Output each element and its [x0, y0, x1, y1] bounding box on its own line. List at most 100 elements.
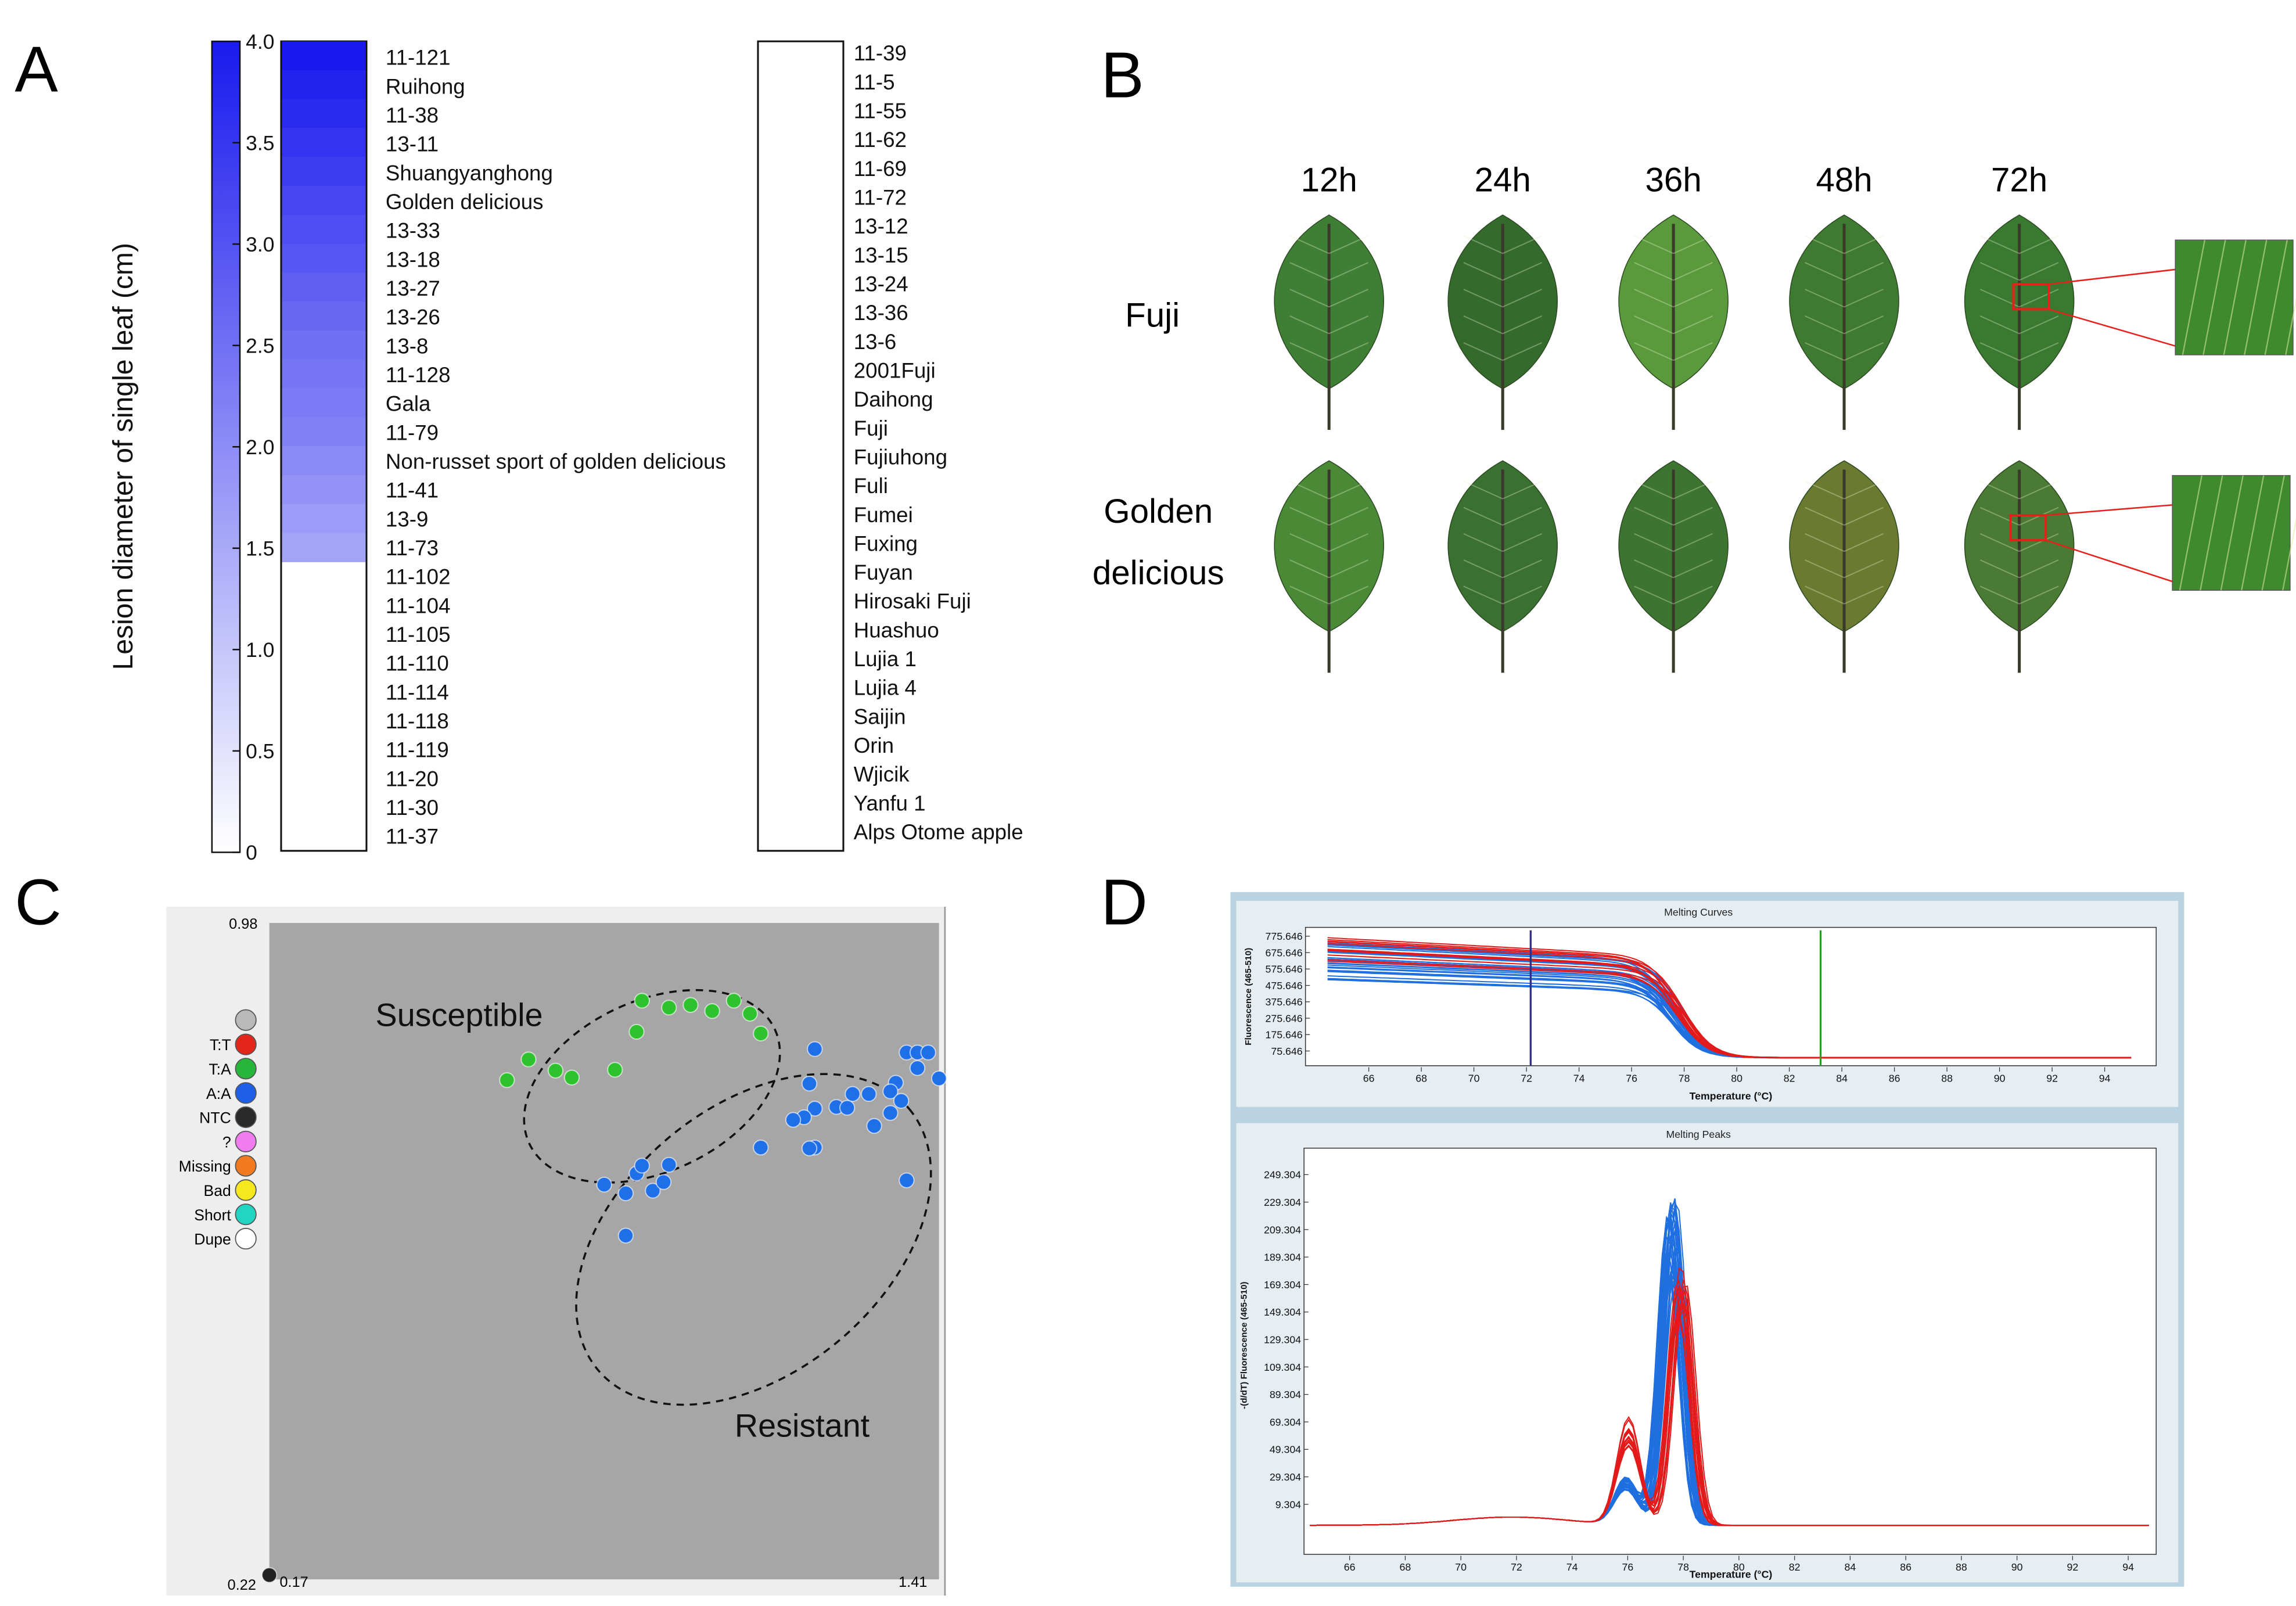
sample-label: 11-121 [386, 46, 451, 70]
zoom-connector [2049, 268, 2176, 285]
time-label: 24h [1475, 161, 1531, 199]
x-tick-label: 84 [1836, 1073, 1848, 1084]
leaf-vein [1289, 235, 1330, 254]
melting-peaks-x-ticks: 66 68 70 72 74 76 78 80 82 84 86 88 90 92 94 [1344, 1555, 2134, 1573]
sample-label: 13-26 [386, 306, 440, 329]
sample-labels-1: 11-121 Ruihong 11-38 13-11 Shuangyanghong Gol… [386, 46, 726, 849]
leaf-vein [1673, 480, 1713, 500]
leaf-vein [1673, 559, 1713, 579]
scatter-point [655, 1174, 672, 1190]
legend-swatch [235, 1227, 257, 1250]
genotype-legend: T:T T:A A:A NTC? Missing Bad Short Dupe [179, 1009, 257, 1250]
leaf-vein [1328, 289, 1368, 308]
x-tick-label: 84 [1845, 1561, 1856, 1573]
y-tick-label: 575.646 [1266, 964, 1303, 975]
scatter-point [617, 1185, 634, 1202]
zoom-connector [2045, 539, 2173, 583]
heatmap-cells-1 [282, 41, 366, 562]
leaf-vein [1844, 506, 1884, 526]
zoom-vein [2244, 240, 2268, 355]
melting-peaks-series [1310, 1198, 2149, 1526]
leaf-vein [1502, 315, 1543, 335]
leaf-vein [1502, 262, 1543, 281]
sample-label: 11-119 [386, 738, 449, 762]
leaf-vein [1289, 559, 1330, 579]
scatter-plot-area [269, 923, 939, 1580]
susceptible-label: Susceptible [376, 997, 543, 1033]
zoom-vein [2261, 475, 2285, 591]
leaf-vein [1328, 480, 1368, 500]
sample-label: Lujia 4 [854, 676, 917, 700]
heatmap-cell [282, 157, 366, 186]
leaf-vein [1463, 289, 1503, 308]
x-tick-label: 92 [2046, 1073, 2058, 1084]
sample-label: 11-30 [386, 796, 439, 820]
cultivar-label-golden: Golden [1104, 493, 1213, 530]
legend-label: Dupe [194, 1231, 231, 1248]
leaf-vein [1289, 585, 1330, 605]
leaf-vein [1289, 506, 1330, 526]
leaf [1274, 214, 1384, 430]
x-tick-label: 86 [1889, 1073, 1900, 1084]
sample-label: Non-russet sport of golden delicious [386, 450, 726, 473]
x-tick-label: 72 [1511, 1561, 1522, 1573]
sample-label: 13-33 [386, 219, 440, 243]
leaf-vein [1805, 315, 1845, 335]
leaf-vein [1634, 315, 1674, 335]
scale-tick-label: 0.5 [246, 740, 274, 763]
y-tick-label: 69.304 [1270, 1416, 1301, 1428]
x-tick-label: 80 [1731, 1073, 1742, 1084]
x-tick-label: 68 [1415, 1073, 1427, 1084]
melting-peaks-xlabel: Temperature (°C) [1690, 1569, 1773, 1580]
resistant-label: Resistant [735, 1407, 870, 1443]
zoom-vein [2282, 518, 2296, 591]
sample-label: Alps Otome apple [854, 820, 1023, 844]
scale-tick-label: 4.0 [246, 30, 274, 53]
sample-label: Fuli [854, 474, 888, 498]
sample-label: 13-24 [854, 272, 908, 296]
leaf-vein [1979, 342, 2020, 361]
leaf-vein [1844, 342, 1884, 361]
legend-swatch [235, 1058, 257, 1080]
cultivar-label-fuji: Fuji [1125, 297, 1180, 335]
melting-peak-red [1310, 1301, 2149, 1526]
y-tick-label: 775.646 [1266, 930, 1303, 942]
leaf-vein [1328, 506, 1368, 526]
x-tick-label: 78 [1679, 1073, 1690, 1084]
scatter-point [704, 1003, 720, 1019]
sample-label: Ruihong [386, 74, 465, 98]
leaf-vein [1289, 289, 1330, 308]
zoom-connector [2048, 308, 2176, 347]
leaf-vein [1673, 235, 1713, 254]
x-tick-label: 90 [2011, 1561, 2023, 1573]
leaf-vein [1463, 262, 1503, 281]
leaf-vein [1844, 533, 1884, 552]
panel-label-b: B [1101, 38, 1144, 111]
leaf-vein [1979, 480, 2020, 500]
x-tick-label: 72 [1521, 1073, 1532, 1084]
leaf-highlight-box [2009, 514, 2047, 542]
panel-b: B 12h 24h 36h 48h 72h Fuji Golden delicious [1093, 38, 2296, 673]
sample-label: 13-12 [854, 214, 908, 238]
leaf-vein [1673, 262, 1713, 281]
leaf-vein [2019, 585, 2059, 605]
scale-tick-label: 1.0 [246, 638, 274, 662]
leaf [1618, 460, 1729, 673]
leaf [1618, 214, 1729, 430]
sample-label: 11-118 [386, 709, 449, 733]
legend-swatch [235, 1106, 257, 1129]
x-tick-label: 76 [1622, 1561, 1634, 1573]
scatter-point [682, 997, 699, 1013]
x-tick-label: 86 [1900, 1561, 1911, 1573]
leaf-vein [1328, 559, 1368, 579]
scatter-point [520, 1051, 537, 1068]
heatmap-cell [282, 330, 366, 360]
scatter-point [899, 1172, 915, 1188]
sample-label: 11-79 [386, 421, 439, 444]
scatter-point [753, 1139, 769, 1156]
leaf-vein [2019, 559, 2059, 579]
zoom-vein [2264, 240, 2288, 355]
zoom-vein [2241, 475, 2265, 591]
leaf-vein [1673, 289, 1713, 308]
y-tick-label: 149.304 [1264, 1306, 1301, 1318]
